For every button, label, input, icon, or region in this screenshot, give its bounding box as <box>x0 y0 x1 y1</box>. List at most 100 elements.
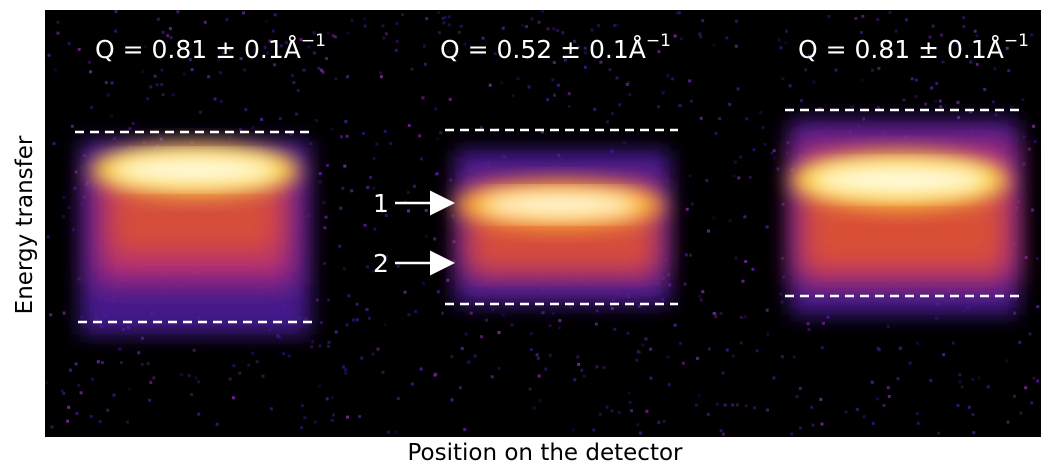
noise-dot <box>469 311 473 315</box>
noise-dot <box>637 304 641 308</box>
noise-dot <box>510 323 514 327</box>
noise-dot <box>1024 256 1028 259</box>
noise-dot <box>822 321 825 325</box>
noise-dot <box>363 223 367 227</box>
noise-dot <box>345 323 349 327</box>
noise-dot <box>333 35 337 39</box>
noise-dot <box>673 323 677 327</box>
noise-dot <box>284 41 288 45</box>
noise-dot <box>956 404 960 407</box>
noise-dot <box>327 31 330 35</box>
noise-dot <box>745 117 749 121</box>
noise-dot <box>307 45 311 49</box>
noise-dot <box>718 117 722 121</box>
noise-dot <box>520 23 524 27</box>
noise-dot <box>532 406 536 410</box>
noise-dot <box>239 57 243 60</box>
noise-dot <box>330 128 334 131</box>
noise-dot <box>280 44 283 48</box>
noise-dot <box>967 405 971 409</box>
noise-dot <box>1027 147 1031 151</box>
panel-label: Q = 0.81 ± 0.1Å−1 <box>798 31 1029 64</box>
noise-dot <box>958 373 962 377</box>
noise-dot <box>396 397 400 401</box>
noise-dot <box>908 361 912 365</box>
noise-dot <box>697 394 701 397</box>
noise-dot <box>72 228 76 232</box>
noise-dot <box>128 127 132 131</box>
noise-dot <box>344 371 348 375</box>
noise-dot <box>318 172 322 176</box>
noise-dot <box>894 29 898 33</box>
noise-dot <box>395 40 399 43</box>
noise-dot <box>222 51 226 55</box>
noise-dot <box>1032 124 1036 128</box>
noise-dot <box>582 374 586 378</box>
noise-dot <box>882 403 886 407</box>
noise-dot <box>529 348 533 352</box>
noise-dot <box>330 418 334 422</box>
noise-dot <box>876 346 880 350</box>
noise-dot <box>540 130 544 134</box>
noise-dot <box>611 112 614 116</box>
noise-dot <box>394 48 398 52</box>
noise-dot <box>937 431 941 435</box>
noise-dot <box>161 30 165 34</box>
noise-dot <box>423 62 427 66</box>
noise-dot <box>1032 376 1036 380</box>
noise-dot <box>955 41 959 45</box>
noise-dot <box>1031 208 1035 212</box>
noise-dot <box>449 178 453 182</box>
noise-dot <box>266 51 270 55</box>
noise-dot <box>381 24 385 28</box>
noise-dot <box>276 334 280 338</box>
noise-dot <box>527 85 531 89</box>
noise-dot <box>422 281 426 285</box>
noise-dot <box>723 403 727 407</box>
noise-dot <box>696 356 699 360</box>
noise-dot <box>47 53 51 57</box>
noise-dot <box>433 237 437 241</box>
noise-dot <box>546 27 550 31</box>
noise-dot <box>594 322 598 326</box>
noise-dot <box>251 351 255 355</box>
noise-dot <box>110 114 114 118</box>
noise-dot <box>820 422 824 426</box>
noise-dot <box>355 302 359 306</box>
noise-dot <box>46 235 50 239</box>
noise-dot <box>383 323 387 326</box>
noise-dot <box>321 70 325 74</box>
noise-dot <box>434 372 438 376</box>
noise-dot <box>626 331 630 335</box>
noise-dot <box>326 163 329 167</box>
noise-dot <box>577 45 581 49</box>
noise-dot <box>928 35 932 39</box>
noise-dot <box>446 49 450 53</box>
noise-dot <box>886 324 890 328</box>
noise-dot <box>341 186 345 190</box>
noise-dot <box>104 81 108 85</box>
noise-dot <box>346 31 350 35</box>
noise-dot <box>160 68 164 72</box>
noise-dot <box>712 311 716 315</box>
noise-dot <box>159 137 163 141</box>
noise-dot <box>465 361 469 365</box>
noise-dot <box>766 408 769 412</box>
noise-dot <box>734 44 738 48</box>
noise-dot <box>1024 386 1028 390</box>
noise-dot <box>530 17 534 21</box>
noise-dot <box>731 403 734 407</box>
noise-dot <box>412 184 416 188</box>
noise-dot <box>638 431 642 435</box>
noise-dot <box>1005 359 1009 363</box>
noise-dot <box>68 368 72 372</box>
noise-dot <box>772 156 776 160</box>
noise-dot <box>552 27 556 31</box>
noise-dot <box>529 332 533 336</box>
noise-dot <box>317 66 321 70</box>
noise-dot <box>423 44 426 48</box>
noise-dot <box>166 34 170 38</box>
blob <box>455 150 670 305</box>
noise-dot <box>714 131 718 135</box>
noise-dot <box>287 354 291 358</box>
